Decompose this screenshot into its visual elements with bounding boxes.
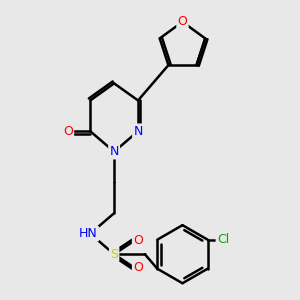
Text: N: N: [110, 145, 119, 158]
Text: N: N: [134, 125, 143, 138]
Text: O: O: [178, 15, 188, 28]
Text: O: O: [63, 125, 73, 138]
Text: S: S: [110, 248, 118, 261]
Text: HN: HN: [79, 227, 98, 240]
Text: O: O: [133, 234, 143, 247]
Text: Cl: Cl: [217, 233, 229, 246]
Text: O: O: [133, 261, 143, 274]
